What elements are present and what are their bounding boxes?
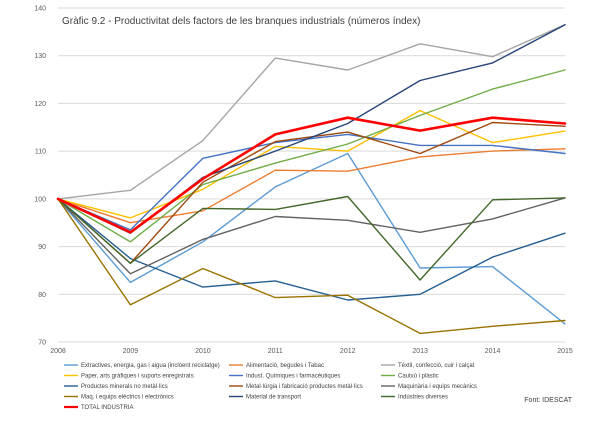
series-line-10 xyxy=(57,198,566,335)
series-line-9 xyxy=(57,197,566,275)
x-tick-label: 2015 xyxy=(557,348,573,355)
y-tick-label: 70 xyxy=(38,340,46,347)
legend-label: Maq. i equips elèctrics i electrònics xyxy=(81,395,174,401)
legend-item: Maquinària i equips mecànics xyxy=(381,384,477,390)
series-line-5 xyxy=(57,133,566,231)
legend-label: Productes minerals no metàl·lics xyxy=(81,384,168,390)
legend-label: Metal·lúrgia i fabricació productes metà… xyxy=(246,384,363,390)
y-tick-label: 140 xyxy=(34,6,46,13)
legend-label: Maquinària i equips mecànics xyxy=(398,384,477,390)
legend-item: TOTAL INDUSTRIA xyxy=(64,405,134,411)
x-tick-label: 2014 xyxy=(485,348,501,355)
series-line-12 xyxy=(57,195,566,281)
source-note: Font: IDESCAT xyxy=(524,397,572,404)
x-tick-label: 2012 xyxy=(340,348,356,355)
series-line-2 xyxy=(57,148,566,224)
legend-item: Metal·lúrgia i fabricació productes metà… xyxy=(229,384,363,390)
legend-item: Material de transport xyxy=(229,395,301,401)
series-line-8 xyxy=(57,121,566,264)
x-tick-label: 2008 xyxy=(50,348,66,355)
legend-item: Paper, arts gràfiques i suports enregist… xyxy=(64,374,194,380)
series-line-13 xyxy=(56,116,567,234)
legend-label: Indústries diverses xyxy=(398,395,448,401)
series-lines xyxy=(56,24,567,335)
legend-label: Extractives, energia, gas i aigua (inclò… xyxy=(81,363,220,369)
legend-item: Indust. Químiques i farmacèutiques xyxy=(229,374,340,380)
legend: Extractives, energia, gas i aigua (inclò… xyxy=(64,363,477,411)
legend-item: Indústries diverses xyxy=(381,395,448,401)
y-tick-label: 90 xyxy=(38,244,46,251)
legend-item: Alimentació, begudes i Tabac xyxy=(229,363,324,369)
x-tick-label: 2009 xyxy=(123,348,139,355)
legend-label: Tèxtil, confecció, cuir i calçat xyxy=(398,363,475,369)
legend-label: Indust. Químiques i farmacèutiques xyxy=(246,374,340,380)
y-axis-ticks: 70 80 90 100 110 120 130 140 xyxy=(34,6,46,347)
y-tick-label: 110 xyxy=(35,149,46,156)
series-line-3 xyxy=(57,24,566,200)
series-line-6 xyxy=(57,69,566,243)
legend-item: Extractives, energia, gas i aigua (inclò… xyxy=(64,363,220,369)
legend-item: Maq. i equips elèctrics i electrònics xyxy=(64,395,174,401)
legend-label: Material de transport xyxy=(246,395,301,401)
legend-label: Alimentació, begudes i Tabac xyxy=(246,363,324,369)
series-line-4 xyxy=(57,109,566,219)
gridlines xyxy=(58,7,565,343)
x-tick-label: 2013 xyxy=(412,348,428,355)
legend-label: Paper, arts gràfiques i suports enregist… xyxy=(81,374,194,380)
legend-item: Tèxtil, confecció, cuir i calçat xyxy=(381,363,475,369)
y-tick-label: 130 xyxy=(34,53,46,60)
legend-label: TOTAL INDUSTRIA xyxy=(81,405,134,411)
y-tick-label: 120 xyxy=(34,101,46,108)
x-axis-ticks: 2008 2009 2010 2011 2012 2013 2014 2015 xyxy=(50,348,573,355)
chart-title: Gràfic 9.2 - Productivitat dels factors … xyxy=(62,16,421,27)
x-tick-label: 2010 xyxy=(195,348,211,355)
legend-item: Cautxú i plàstic xyxy=(381,374,439,380)
legend-item: Productes minerals no metàl·lics xyxy=(64,384,168,390)
y-tick-label: 100 xyxy=(34,196,46,203)
legend-label: Cautxú i plàstic xyxy=(398,374,439,380)
series-line-7 xyxy=(57,198,566,301)
x-tick-label: 2011 xyxy=(268,348,283,355)
y-tick-label: 80 xyxy=(38,292,46,299)
